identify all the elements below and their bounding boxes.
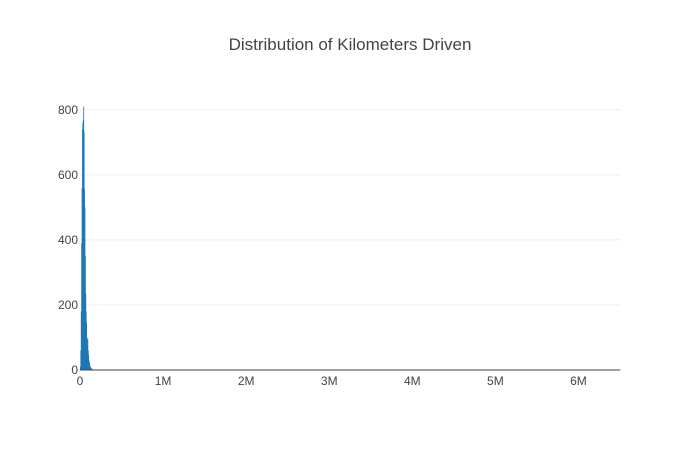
histogram-bar	[88, 360, 90, 370]
x-tick-label: 1M	[155, 374, 172, 388]
axes: 0 200 400 600 800 0 1M 2M 3M 4M 5M 6M	[58, 103, 620, 388]
histogram-bar	[81, 243, 83, 370]
histogram-bar	[81, 187, 83, 370]
y-tick-label: 600	[58, 168, 78, 182]
y-tick-label: 400	[58, 233, 78, 247]
histogram-bar	[84, 189, 85, 370]
histogram-bar	[88, 355, 90, 370]
histogram-bar	[86, 322, 88, 370]
chart-title: Distribution of Kilometers Driven	[229, 35, 472, 54]
histogram-bars	[80, 106, 621, 371]
histogram-bar	[82, 122, 84, 370]
histogram-bar	[90, 367, 92, 370]
histogram-bar	[87, 339, 89, 370]
histogram-bar	[85, 293, 87, 370]
x-tick-label: 4M	[404, 374, 421, 388]
y-tick-label: 800	[58, 103, 78, 117]
y-tick-label: 0	[71, 363, 78, 377]
grid-lines	[80, 109, 620, 306]
histogram-bar	[87, 350, 89, 370]
histogram-bar	[82, 119, 84, 371]
x-tick-label: 2M	[238, 374, 255, 388]
y-tick-label: 200	[58, 298, 78, 312]
histogram-bar	[91, 368, 93, 370]
histogram-bar	[87, 347, 88, 370]
x-tick-label: 5M	[487, 374, 504, 388]
histogram-bar	[83, 132, 85, 370]
histogram-bar	[80, 311, 82, 370]
x-tick-label: 3M	[321, 374, 338, 388]
histogram-bar	[89, 365, 91, 370]
histogram-bar	[84, 207, 86, 370]
histogram-bar	[84, 256, 86, 370]
histogram-bar	[82, 129, 83, 370]
histogram-bar	[86, 337, 88, 370]
x-tick-label: 0	[77, 374, 84, 388]
histogram-bar	[80, 350, 82, 370]
histogram-bar	[80, 366, 81, 370]
histogram-bar	[89, 366, 91, 370]
histogram-bar	[85, 311, 87, 370]
histogram-bar	[90, 368, 92, 370]
histogram-bar	[89, 362, 90, 370]
histogram-bar	[83, 106, 85, 370]
x-tick-label: 6M	[570, 374, 587, 388]
